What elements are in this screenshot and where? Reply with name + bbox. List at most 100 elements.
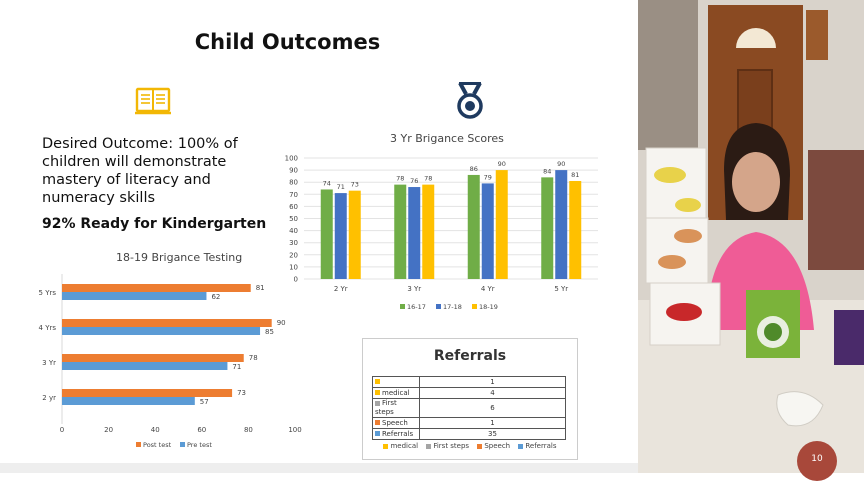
legend-label: Pre test xyxy=(187,441,212,449)
category-label: 2 yr xyxy=(42,394,56,402)
row-label: First steps xyxy=(375,399,397,416)
post-test-bar xyxy=(62,354,244,362)
y-tick-label: 80 xyxy=(289,179,298,187)
pre-test-bar xyxy=(62,327,261,335)
table-row: Referrals 35 xyxy=(372,428,566,440)
ready-for-kindergarten-text: 92% Ready for Kindergarten xyxy=(42,216,267,232)
referrals-swatch xyxy=(375,431,380,436)
data-label: 90 xyxy=(498,160,506,168)
legend-label: 17-18 xyxy=(443,303,462,311)
data-label: 76 xyxy=(410,177,418,185)
y-tick-label: 60 xyxy=(289,203,298,211)
y-tick-label: 10 xyxy=(289,263,298,271)
brigance-scores-chart-title: 3 Yr Brigance Scores xyxy=(390,132,504,145)
table-cell xyxy=(372,376,420,388)
data-label: 71 xyxy=(232,363,241,371)
table-cell: 1 xyxy=(419,376,566,388)
referrals-title: Referrals xyxy=(433,348,507,364)
legend-swatch xyxy=(436,304,441,309)
category-label: 5 Yr xyxy=(554,285,568,293)
data-label: 78 xyxy=(249,354,258,362)
x-tick-label: 80 xyxy=(244,426,253,434)
row-label: Referrals xyxy=(382,429,414,438)
y-tick-label: 20 xyxy=(289,251,298,259)
table-cell: First steps xyxy=(372,398,420,418)
data-label: 62 xyxy=(211,293,220,301)
data-label: 73 xyxy=(351,181,359,189)
bottom-strip xyxy=(0,463,638,473)
table-cell: Speech xyxy=(372,417,420,429)
data-label: 78 xyxy=(396,175,404,183)
x-tick-label: 100 xyxy=(288,426,301,434)
category-label: 2 Yr xyxy=(334,285,348,293)
score-bar xyxy=(320,189,333,279)
pre-test-bar xyxy=(62,362,228,370)
table-row: First steps 6 xyxy=(372,398,566,418)
data-label: 90 xyxy=(277,319,286,327)
legend-item: First steps xyxy=(426,442,469,450)
medal-icon xyxy=(457,82,483,119)
y-tick-label: 30 xyxy=(289,239,298,247)
desired-outcome-text: Desired Outcome: 100% of children will d… xyxy=(42,136,238,206)
category-label: 4 Yr xyxy=(481,285,495,293)
data-label: 73 xyxy=(237,389,246,397)
table-row: Speech 1 xyxy=(372,417,566,429)
post-test-bar xyxy=(62,319,272,327)
score-bar xyxy=(467,174,480,279)
data-label: 84 xyxy=(543,167,551,175)
table-cell: Referrals xyxy=(372,428,420,440)
y-tick-label: 40 xyxy=(289,227,298,235)
score-bar xyxy=(481,183,494,279)
speech-swatch xyxy=(375,420,380,425)
slide-title: Child Outcomes xyxy=(194,30,381,54)
y-tick-label: 0 xyxy=(294,276,298,284)
x-tick-label: 20 xyxy=(104,426,113,434)
table-row: medical 4 xyxy=(372,387,566,399)
score-bar xyxy=(422,184,435,279)
legend-swatch xyxy=(180,442,185,447)
data-label: 74 xyxy=(323,179,331,187)
data-label: 78 xyxy=(424,175,432,183)
score-bar xyxy=(394,184,407,279)
legend-swatch xyxy=(136,442,141,447)
table-row: 1 xyxy=(372,376,566,388)
book-icon xyxy=(135,87,171,115)
score-bar xyxy=(541,177,554,279)
data-label: 81 xyxy=(571,171,579,179)
x-tick-label: 60 xyxy=(197,426,206,434)
y-tick-label: 70 xyxy=(289,191,298,199)
legend-swatch xyxy=(400,304,405,309)
medical-swatch xyxy=(375,390,380,395)
category-label: 3 Yr xyxy=(407,285,421,293)
brigance-scores-chart: 0 10 20 30 40 50 60 70 80 90 100 74 71 73 2 Yr 78 76 78 3 … xyxy=(285,155,598,311)
legend-label: Post test xyxy=(143,441,172,449)
score-bar xyxy=(495,170,508,279)
referrals-legend: medical First steps Speech Referrals xyxy=(363,442,577,450)
legend-item: Speech xyxy=(477,442,510,450)
row-label: medical xyxy=(382,388,410,397)
legend-label: 18-19 xyxy=(479,303,498,311)
legend-label: 16-17 xyxy=(407,303,426,311)
y-tick-label: 50 xyxy=(289,215,298,223)
table-cell: 4 xyxy=(419,387,566,399)
post-test-bar xyxy=(62,389,233,397)
legend-item: Referrals xyxy=(518,442,557,450)
data-label: 86 xyxy=(470,165,478,173)
x-tick-label: 0 xyxy=(60,426,64,434)
category-label: 4 Yrs xyxy=(39,324,57,332)
score-bar xyxy=(555,170,568,279)
legend-item: medical xyxy=(383,442,418,450)
data-label: 85 xyxy=(265,328,274,336)
y-tick-label: 100 xyxy=(285,155,298,163)
data-label: 81 xyxy=(256,284,265,292)
table-cell: 1 xyxy=(419,417,566,429)
data-label: 71 xyxy=(337,183,345,191)
score-bar xyxy=(348,190,361,279)
post-test-bar xyxy=(62,284,251,292)
table-cell: 35 xyxy=(419,428,566,440)
data-label: 79 xyxy=(484,173,492,181)
first-steps-swatch xyxy=(375,400,380,406)
pre-test-bar xyxy=(62,397,195,405)
